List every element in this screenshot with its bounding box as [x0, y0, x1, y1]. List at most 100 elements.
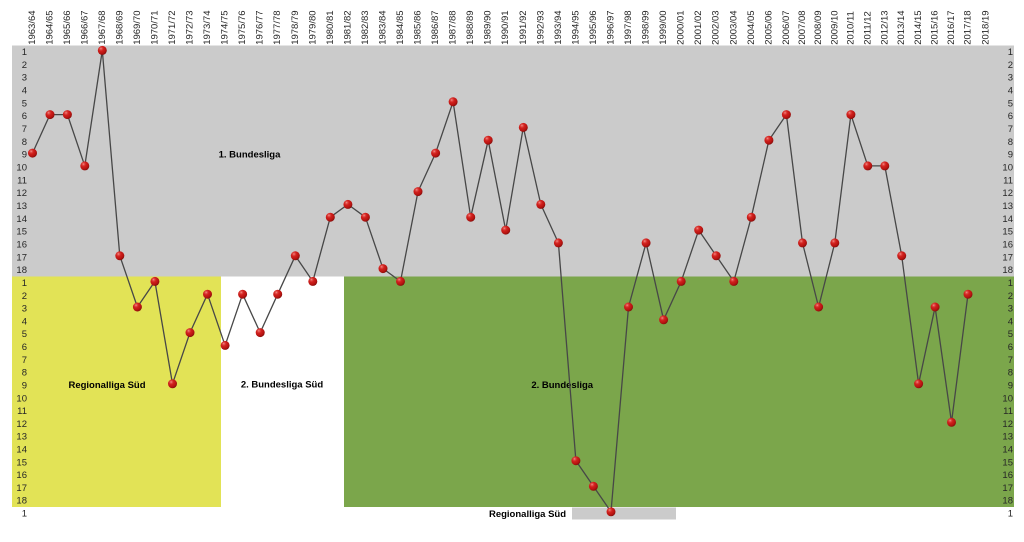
svg-text:2. Bundesliga: 2. Bundesliga [531, 380, 593, 391]
svg-text:1969/70: 1969/70 [132, 10, 143, 44]
svg-text:13: 13 [16, 201, 27, 212]
svg-text:2003/04: 2003/04 [728, 10, 739, 44]
svg-text:2: 2 [22, 291, 27, 302]
svg-text:5: 5 [22, 329, 27, 340]
svg-text:1973/74: 1973/74 [202, 10, 213, 44]
svg-text:2009/10: 2009/10 [829, 10, 840, 44]
svg-text:1964/65: 1964/65 [45, 10, 56, 44]
svg-text:1992/93: 1992/93 [535, 10, 546, 44]
svg-text:1: 1 [1008, 278, 1013, 289]
svg-text:Regionalliga Süd: Regionalliga Süd [68, 380, 145, 391]
svg-text:1980/81: 1980/81 [325, 10, 336, 44]
svg-text:8: 8 [1008, 368, 1013, 379]
svg-text:3: 3 [1008, 304, 1013, 315]
svg-text:1985/86: 1985/86 [413, 10, 424, 44]
svg-text:1996/97: 1996/97 [606, 10, 617, 44]
svg-text:1998/99: 1998/99 [641, 10, 652, 44]
svg-text:7: 7 [22, 355, 27, 366]
svg-text:2011/12: 2011/12 [862, 11, 873, 45]
svg-text:18: 18 [1002, 496, 1013, 507]
svg-text:7: 7 [22, 124, 27, 135]
svg-text:1994/95: 1994/95 [570, 10, 581, 44]
svg-text:1977/78: 1977/78 [272, 10, 283, 44]
svg-text:16: 16 [16, 470, 27, 481]
svg-text:Regionalliga Süd: Regionalliga Süd [489, 509, 566, 520]
svg-text:1: 1 [22, 508, 27, 519]
svg-text:2015/16: 2015/16 [930, 10, 941, 44]
svg-text:2: 2 [1008, 291, 1013, 302]
svg-text:1984/85: 1984/85 [395, 10, 406, 44]
svg-text:11: 11 [1003, 175, 1013, 186]
svg-text:3: 3 [1008, 73, 1013, 84]
svg-text:2010/11: 2010/11 [845, 11, 856, 45]
svg-text:9: 9 [22, 150, 27, 161]
svg-text:14: 14 [1002, 214, 1013, 225]
svg-text:17: 17 [1002, 483, 1013, 494]
svg-text:13: 13 [16, 432, 27, 443]
svg-text:1970/71: 1970/71 [149, 10, 160, 44]
svg-text:2014/15: 2014/15 [913, 10, 924, 44]
svg-text:18: 18 [16, 265, 27, 276]
svg-text:13: 13 [1002, 432, 1013, 443]
svg-text:16: 16 [16, 240, 27, 251]
svg-text:6: 6 [1008, 111, 1013, 122]
svg-text:14: 14 [16, 445, 27, 456]
svg-text:1988/89: 1988/89 [465, 10, 476, 44]
svg-text:1978/79: 1978/79 [290, 10, 301, 44]
svg-text:2017/18: 2017/18 [963, 10, 974, 44]
svg-text:15: 15 [1002, 227, 1013, 238]
svg-text:1965/66: 1965/66 [62, 10, 73, 44]
svg-text:1966/67: 1966/67 [79, 10, 90, 44]
svg-text:2004/05: 2004/05 [746, 10, 757, 44]
svg-text:6: 6 [1008, 342, 1013, 353]
svg-text:7: 7 [1008, 124, 1013, 135]
svg-text:1986/87: 1986/87 [430, 10, 441, 44]
svg-text:14: 14 [1002, 445, 1013, 456]
svg-text:1991/92: 1991/92 [518, 10, 529, 44]
svg-text:12: 12 [16, 188, 27, 199]
svg-text:2000/01: 2000/01 [676, 10, 687, 44]
svg-text:2016/17: 2016/17 [946, 10, 957, 44]
svg-text:1995/96: 1995/96 [588, 10, 599, 44]
svg-text:12: 12 [1002, 188, 1013, 199]
svg-text:4: 4 [22, 316, 27, 327]
svg-text:5: 5 [22, 98, 27, 109]
svg-text:16: 16 [1002, 240, 1013, 251]
svg-text:14: 14 [16, 214, 27, 225]
svg-text:1: 1 [1008, 47, 1013, 58]
svg-text:16: 16 [1002, 470, 1013, 481]
svg-text:8: 8 [1008, 137, 1013, 148]
svg-text:2005/06: 2005/06 [763, 10, 774, 44]
svg-text:17: 17 [16, 252, 27, 263]
svg-text:1997/98: 1997/98 [623, 10, 634, 44]
svg-text:12: 12 [16, 419, 27, 430]
svg-text:1: 1 [22, 278, 27, 289]
svg-text:5: 5 [1008, 329, 1013, 340]
svg-text:3: 3 [22, 73, 27, 84]
svg-text:1976/77: 1976/77 [255, 10, 266, 44]
svg-text:2007/08: 2007/08 [797, 10, 808, 44]
svg-text:17: 17 [1002, 252, 1013, 263]
svg-text:3: 3 [22, 304, 27, 315]
svg-text:1974/75: 1974/75 [220, 10, 231, 44]
svg-text:2013/14: 2013/14 [896, 10, 907, 44]
svg-text:1: 1 [1008, 508, 1013, 519]
svg-text:1963/64: 1963/64 [27, 10, 38, 44]
svg-text:15: 15 [16, 227, 27, 238]
svg-text:1999/00: 1999/00 [658, 10, 669, 44]
svg-text:12: 12 [1002, 419, 1013, 430]
svg-text:13: 13 [1002, 201, 1013, 212]
svg-text:2: 2 [1008, 60, 1013, 71]
svg-text:9: 9 [1008, 150, 1013, 161]
svg-text:1. Bundesliga: 1. Bundesliga [219, 149, 281, 160]
svg-text:10: 10 [1002, 393, 1013, 404]
svg-text:7: 7 [1008, 355, 1013, 366]
svg-text:17: 17 [16, 483, 27, 494]
svg-text:4: 4 [22, 86, 27, 97]
svg-text:11: 11 [17, 406, 27, 417]
svg-text:1982/83: 1982/83 [360, 10, 371, 44]
svg-text:1967/68: 1967/68 [97, 10, 108, 44]
svg-text:1972/73: 1972/73 [185, 10, 196, 44]
svg-text:1981/82: 1981/82 [342, 10, 353, 44]
svg-text:15: 15 [1002, 457, 1013, 468]
